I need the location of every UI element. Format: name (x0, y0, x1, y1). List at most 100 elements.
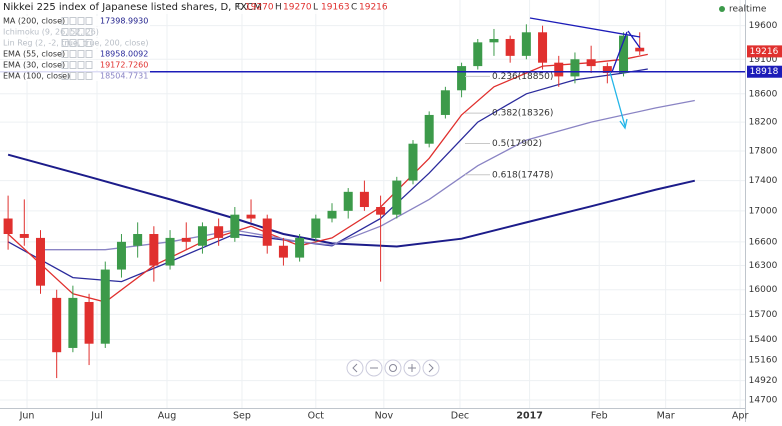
candle-body (52, 297, 62, 353)
x-tick-label: Jul (90, 411, 102, 422)
ohlc-value: 19270 (283, 3, 312, 13)
candle-body (100, 269, 110, 344)
candle-body (181, 237, 191, 242)
plot: 0.236(18850) 0.382(18326) 0.5(17902) 0.618(… (0, 17, 745, 379)
legend-bg (0, 71, 150, 81)
legend-value: 18958.0092 (100, 50, 148, 59)
legend-bg (0, 27, 150, 37)
nav-left[interactable] (346, 359, 364, 377)
last-price-label: 19216 (750, 47, 779, 57)
legend-icon (77, 39, 85, 47)
candle-body (133, 234, 143, 246)
candle-body (586, 59, 596, 67)
candle-body (538, 32, 548, 63)
legend-icon (69, 72, 77, 80)
legend-bg (0, 0, 330, 14)
chart-title: Nikkei 225 index of Japanese listed shar… (3, 2, 262, 13)
legend-icon (69, 39, 77, 47)
candle-body (359, 191, 369, 208)
legend-icon (85, 28, 93, 36)
x-tick-label: Aug (158, 411, 177, 422)
legend-icon (85, 72, 93, 80)
legend-icon (61, 72, 69, 80)
y-tick-label: 14920 (749, 376, 778, 386)
ohlc-value: 19163 (321, 3, 350, 13)
legend-icon (69, 17, 77, 25)
y-tick-label: 17400 (749, 176, 778, 186)
y-tick-label: 18600 (749, 89, 778, 99)
x-tick-label: Sep (233, 411, 251, 422)
fib-label: 0.382(18326) (492, 109, 553, 119)
candle-body (35, 237, 45, 286)
axes: 19600 19100 18600 18200 17800 17400 17000 16600… (19, 21, 782, 422)
candle-body (197, 226, 207, 246)
candle-body (165, 237, 175, 266)
legend-icon (77, 72, 85, 80)
legend-icon (77, 61, 85, 69)
candle-body (635, 47, 645, 52)
candle-body (19, 234, 29, 238)
candle-body (149, 234, 159, 266)
legend-icon (69, 61, 77, 69)
legend-value: 18504.7731 (100, 72, 148, 81)
legend-icon (85, 50, 93, 58)
candle-body (84, 301, 94, 344)
x-tick-label: Dec (451, 411, 469, 422)
nav-icon (352, 363, 358, 373)
y-tick-label: 16300 (749, 261, 778, 271)
legend-icon (61, 28, 69, 36)
legend-value: 17398.9930 (100, 17, 148, 26)
last-price-box (747, 45, 782, 58)
legend-icon (77, 50, 85, 58)
legend-icon (85, 61, 93, 69)
legend-icon (61, 39, 69, 47)
legend-name: EMA (30, close) (3, 61, 65, 70)
candle-body (116, 241, 126, 270)
indicator-line (7, 68, 648, 283)
legend-icon (77, 17, 85, 25)
indicator-line (7, 153, 696, 248)
nav-icon (389, 364, 397, 372)
candle-body (230, 214, 240, 238)
x-tick-label: Feb (591, 411, 608, 422)
candle-body (262, 218, 272, 246)
nav-icon (428, 363, 434, 373)
candle-body (521, 32, 531, 56)
candle-body (68, 297, 78, 348)
ohlc-label: L (313, 3, 318, 13)
legend-icon (77, 28, 85, 36)
nav-right[interactable] (422, 359, 440, 377)
legend-name: Ichimoku (9, 26, 52, 26) (3, 28, 99, 37)
x-tick-label: Nov (375, 411, 394, 422)
legend-icon (69, 28, 77, 36)
candle-body (505, 38, 515, 56)
legend-bg (0, 60, 150, 70)
candle-body (602, 66, 612, 73)
ohlc-label: O (237, 3, 244, 13)
navigation[interactable] (346, 359, 440, 377)
x-tick-label: Apr (732, 411, 749, 422)
y-tick-label: 15160 (749, 355, 778, 365)
candle-body (440, 90, 450, 115)
ohlc-label: H (275, 3, 282, 13)
candle-body (376, 207, 386, 215)
legend-icon (61, 50, 69, 58)
y-tick-label: 15700 (749, 310, 778, 320)
fib-label: 0.618(17478) (492, 170, 553, 180)
y-tick-label: 16000 (749, 285, 778, 295)
y-tick-label: 17000 (749, 206, 778, 216)
x-tick-label: Oct (308, 411, 325, 422)
candle-body (457, 66, 467, 91)
y-tick-label: 19100 (749, 55, 778, 65)
candle-body (408, 143, 418, 181)
candle-body (343, 191, 353, 211)
legend-bg (0, 49, 150, 59)
candle-body (570, 59, 580, 77)
nav-reset[interactable] (384, 359, 402, 377)
legend: Nikkei 225 index of Japanese listed shar… (0, 0, 388, 81)
candle-body (554, 62, 564, 77)
legend-bg (0, 38, 150, 48)
candle-body (473, 42, 483, 67)
ohlc-value: 19216 (359, 3, 388, 13)
